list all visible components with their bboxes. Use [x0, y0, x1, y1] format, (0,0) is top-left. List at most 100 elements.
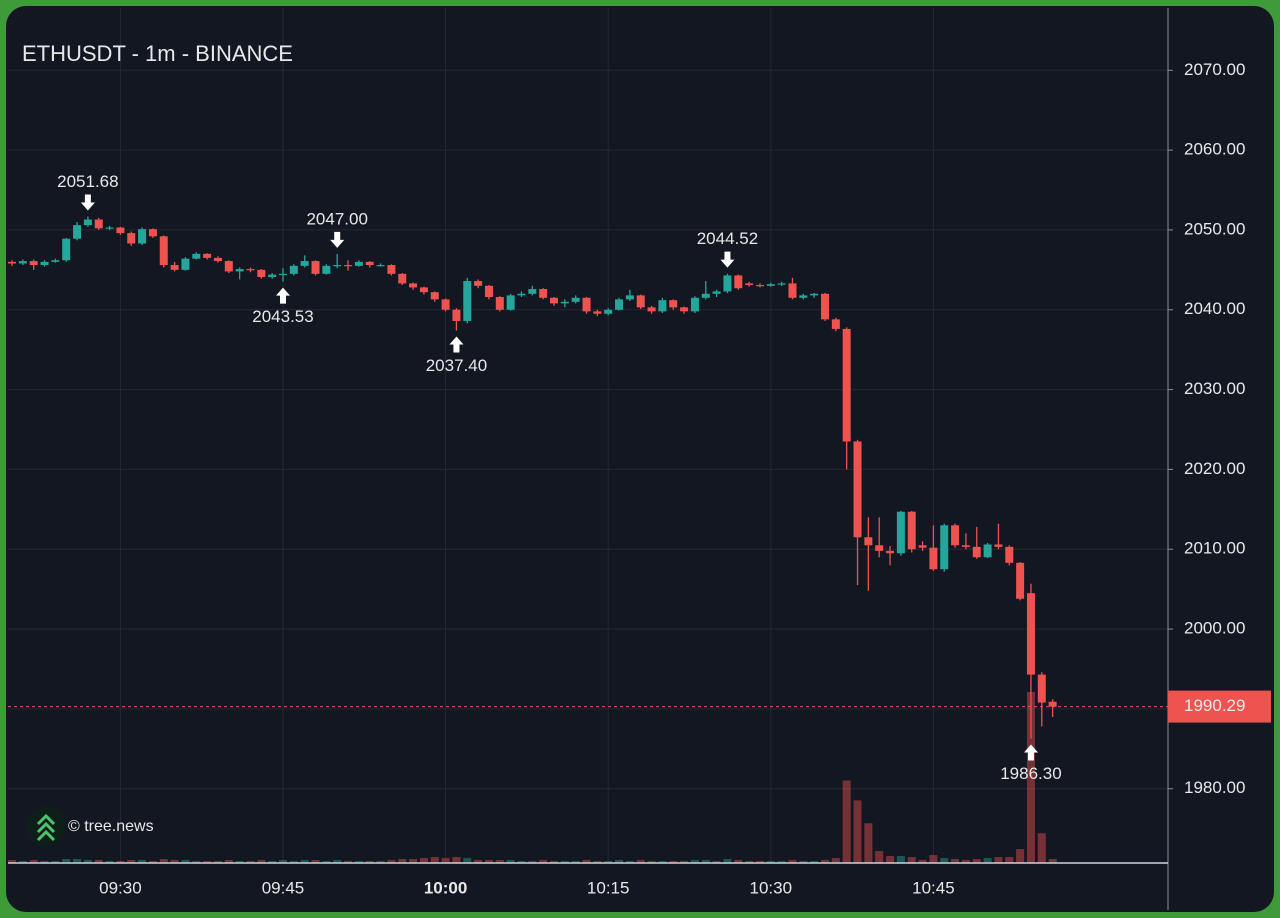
volume-bar	[333, 860, 342, 863]
candle-body	[159, 236, 168, 266]
volume-bar	[398, 859, 407, 863]
annotation-label: 2051.68	[57, 172, 118, 191]
candle-body	[441, 299, 450, 310]
candle-body	[344, 265, 353, 267]
candle-body	[821, 293, 829, 320]
candle-body	[1005, 546, 1014, 563]
volume-bar	[452, 857, 461, 863]
volume-bar	[300, 860, 309, 863]
candle-body	[560, 301, 569, 304]
volume-bar	[766, 861, 775, 863]
candle-body	[528, 289, 537, 294]
annotation-label: 1986.30	[1000, 764, 1061, 783]
last-price-box	[1168, 690, 1271, 723]
volume-bar	[875, 851, 884, 863]
volume-bar	[441, 858, 450, 863]
candle-body	[322, 265, 331, 274]
candle-body	[961, 545, 970, 547]
volume-bar	[40, 861, 49, 863]
volume-bar	[73, 859, 82, 863]
candle-body	[636, 295, 645, 308]
volume-bar	[387, 860, 396, 863]
volume-bar	[289, 861, 298, 863]
volume-bar	[680, 861, 689, 863]
volume-bar	[8, 860, 16, 863]
candle-body	[181, 258, 190, 270]
annotation-arrow	[276, 287, 290, 304]
volume-bar	[517, 861, 526, 863]
volume-bar	[170, 860, 179, 863]
candle-layer	[8, 216, 1057, 739]
volume-bar	[83, 860, 92, 863]
volume-bar	[560, 861, 569, 863]
volume-bar	[1026, 692, 1035, 863]
volume-bar	[257, 860, 266, 863]
candle-body	[203, 253, 212, 258]
volume-bar	[961, 860, 970, 863]
candle-body	[62, 238, 71, 261]
candle-body	[788, 283, 797, 298]
candle-body	[376, 265, 385, 267]
volume-layer	[8, 692, 1057, 863]
volume-bar	[636, 860, 645, 863]
candle-body	[951, 525, 960, 546]
candle-body	[625, 295, 634, 300]
volume-bar	[658, 861, 667, 863]
candle-body	[571, 297, 580, 302]
candle-body	[896, 511, 905, 554]
candle-body	[766, 284, 775, 286]
candle-body	[387, 265, 396, 274]
annotation-arrow	[720, 251, 735, 268]
volume-bar	[842, 780, 851, 863]
volume-bar	[235, 861, 244, 863]
annotation-label: 2044.52	[697, 229, 758, 248]
volume-bar	[831, 858, 840, 863]
y-tick-label: 2040.00	[1184, 299, 1245, 318]
candle-body	[105, 227, 114, 229]
volume-bar	[138, 860, 147, 863]
volume-bar	[972, 859, 981, 863]
volume-bar	[669, 861, 678, 863]
volume-bar	[213, 861, 222, 863]
candle-body	[972, 546, 981, 558]
volume-bar	[886, 856, 895, 863]
candle-body	[311, 261, 320, 274]
candle-body	[94, 219, 103, 229]
annotation-label: 2047.00	[306, 209, 367, 228]
candle-body	[333, 265, 342, 267]
volume-bar	[376, 861, 385, 863]
candle-body	[1016, 562, 1025, 599]
chart-title: ETHUSDT - 1m - BINANCE	[22, 41, 293, 66]
volume-bar	[734, 860, 743, 863]
volume-bar	[929, 855, 938, 863]
volume-bar	[550, 861, 558, 863]
volume-bar	[701, 860, 710, 863]
candle-body	[745, 283, 754, 286]
candle-body	[907, 511, 916, 550]
volume-bar	[994, 857, 1003, 863]
y-tick-label: 2050.00	[1184, 219, 1245, 238]
candle-body	[983, 544, 992, 558]
volume-bar	[344, 861, 353, 863]
candle-body	[8, 261, 16, 264]
volume-bar	[62, 859, 71, 863]
candle-body	[864, 537, 873, 546]
volume-bar	[755, 861, 764, 863]
candle-body	[354, 261, 363, 266]
candle-body	[940, 525, 949, 570]
candle-body	[604, 309, 613, 314]
volume-bar	[506, 860, 515, 863]
volume-bar	[18, 861, 27, 863]
candle-body	[886, 550, 895, 554]
candle-body	[875, 545, 884, 551]
volume-bar	[539, 860, 548, 863]
candle-body	[680, 307, 689, 312]
candle-body	[18, 261, 27, 264]
volume-bar	[181, 860, 190, 863]
candle-body	[777, 283, 786, 285]
volume-bar	[528, 861, 537, 863]
candle-body	[83, 219, 92, 226]
candle-body	[246, 269, 255, 271]
annotation-arrow	[330, 231, 345, 248]
